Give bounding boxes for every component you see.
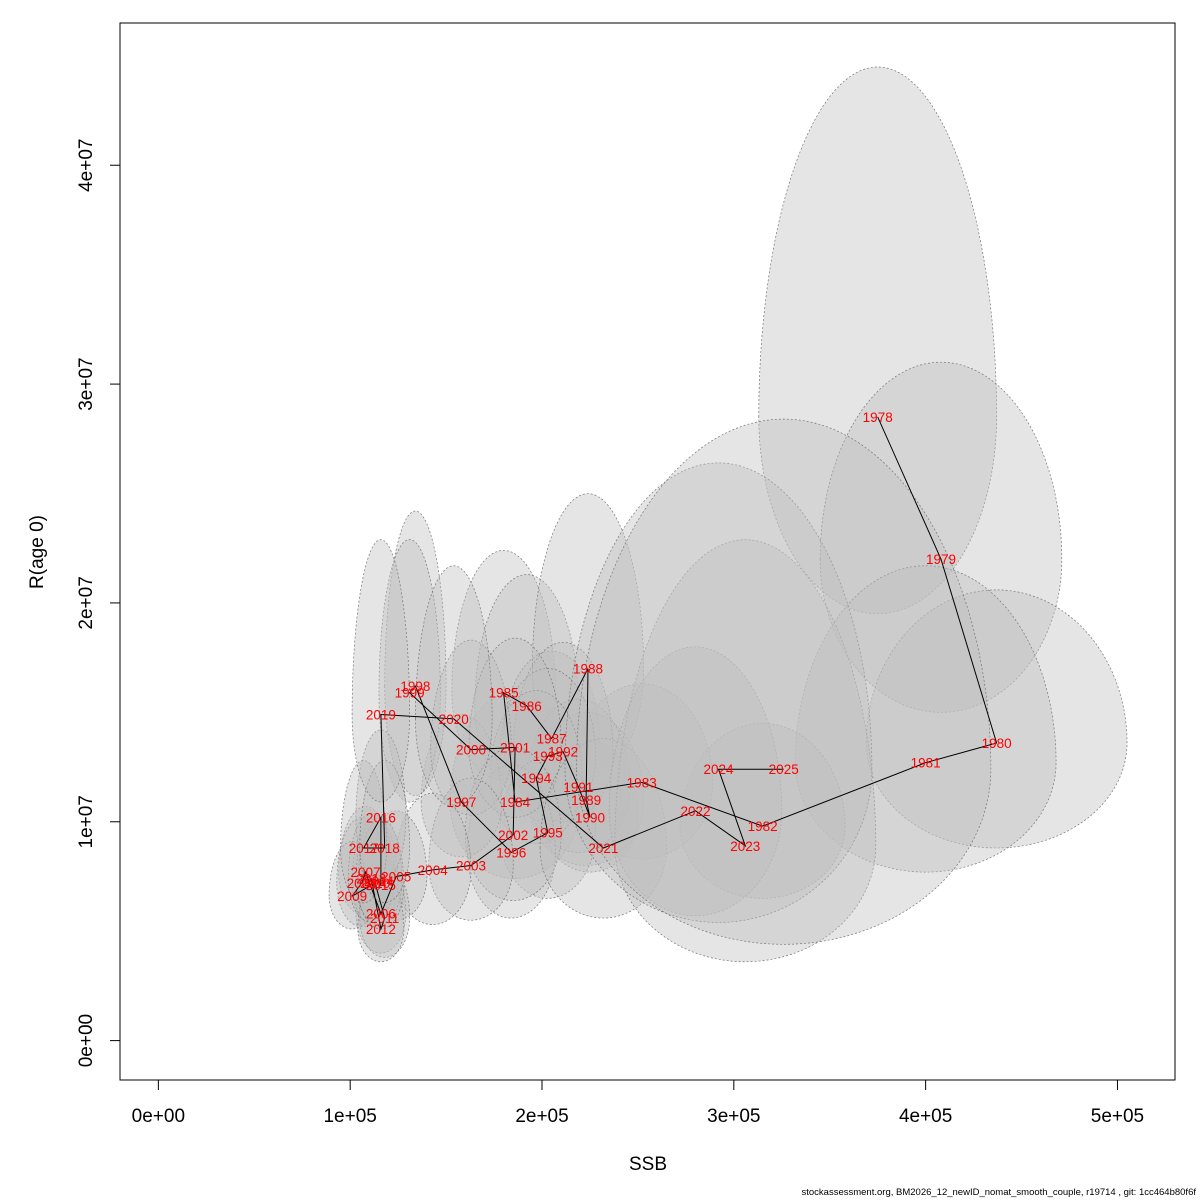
- year-label-2004: 2004: [418, 863, 449, 878]
- year-label-2020: 2020: [439, 712, 469, 727]
- year-label-2000: 2000: [456, 743, 486, 758]
- confidence-ellipse-1987: [503, 650, 600, 805]
- y-tick-label: 1e+07: [76, 795, 97, 848]
- year-label-2016: 2016: [366, 810, 396, 825]
- year-label-1990: 1990: [575, 810, 605, 825]
- year-label-1993: 1993: [533, 749, 563, 764]
- year-label-2012: 2012: [366, 922, 396, 937]
- confidence-ellipse-1994: [489, 690, 583, 844]
- year-label-1989: 1989: [571, 793, 601, 808]
- confidence-ellipse-1979: [819, 361, 1063, 713]
- y-tick-label: 0e+00: [76, 1014, 97, 1067]
- year-label-2024: 2024: [703, 762, 734, 777]
- confidence-ellipse-2017: [340, 760, 387, 903]
- confidence-ellipse-1993: [499, 668, 597, 823]
- year-label-2003: 2003: [456, 859, 486, 874]
- confidence-ellipse-1981: [794, 566, 1057, 872]
- year-label-1999: 1999: [395, 686, 425, 701]
- year-label-2025: 2025: [769, 762, 799, 777]
- year-label-1980: 1980: [982, 736, 1012, 751]
- year-label-2006: 2006: [366, 907, 396, 922]
- confidence-ellipse-2020: [415, 565, 493, 807]
- year-label-1979: 1979: [926, 552, 956, 567]
- x-axis-title: SSB: [629, 1154, 667, 1175]
- year-label-1991: 1991: [563, 780, 593, 795]
- y-tick-label: 4e+07: [76, 139, 97, 192]
- year-label-2017: 2017: [349, 841, 379, 856]
- confidence-ellipse-2019: [351, 539, 410, 803]
- confidence-ellipse-2008: [336, 817, 387, 927]
- confidence-ellipse-2003: [428, 777, 514, 921]
- x-tick-label: 0e+00: [132, 1106, 185, 1127]
- confidence-ellipse-1990: [541, 740, 639, 873]
- year-label-2001: 2001: [500, 740, 530, 755]
- confidence-ellipse-2025: [576, 418, 992, 945]
- x-tick-label: 4e+05: [899, 1106, 952, 1127]
- year-label-2021: 2021: [588, 841, 618, 856]
- confidence-ellipse-1995: [499, 755, 597, 899]
- year-label-2005: 2005: [381, 870, 411, 885]
- x-tick-label: 3e+05: [707, 1106, 760, 1127]
- year-label-2008: 2008: [347, 876, 377, 891]
- year-label-1984: 1984: [500, 795, 531, 810]
- year-label-1994: 1994: [521, 771, 552, 786]
- year-label-1987: 1987: [537, 732, 567, 747]
- year-label-1983: 1983: [627, 775, 657, 790]
- x-tick-label: 2e+05: [515, 1106, 568, 1127]
- confidence-ellipse-2013: [347, 813, 395, 923]
- confidence-ellipse-2024: [564, 463, 873, 923]
- year-label-2023: 2023: [730, 839, 760, 854]
- year-label-2011: 2011: [370, 911, 399, 926]
- confidence-ellipses: [328, 66, 1128, 963]
- y-axis-title: R(age 0): [27, 515, 48, 589]
- y-tick-label: 2e+07: [76, 576, 97, 629]
- year-label-1995: 1995: [533, 826, 563, 841]
- confidence-ellipse-2016: [355, 729, 407, 884]
- footer-caption: stockassessment.org, BM2026_12_newID_nom…: [801, 1187, 1197, 1198]
- confidence-ellipse-2004: [393, 793, 472, 925]
- year-label-1997: 1997: [446, 795, 476, 810]
- x-tick-label: 5e+05: [1091, 1106, 1144, 1127]
- confidence-ellipse-1983: [570, 683, 714, 860]
- year-label-1981: 1981: [911, 756, 941, 771]
- year-label-2015: 2015: [366, 878, 396, 893]
- trajectory-line: [351, 416, 998, 931]
- year-label-2018: 2018: [370, 841, 400, 856]
- y-axis: 0e+00 1e+07 2e+07 3e+07 4e+07: [76, 139, 121, 1067]
- year-label-2009: 2009: [337, 889, 367, 904]
- confidence-ellipse-1980: [865, 589, 1128, 849]
- year-label-2013: 2013: [356, 872, 386, 887]
- x-tick-label: 1e+05: [323, 1106, 376, 1127]
- confidence-ellipse-2014: [355, 814, 403, 925]
- confidence-ellipse-1985: [451, 550, 556, 781]
- confidence-ellipse-2023: [614, 539, 877, 963]
- y-tick-label: 3e+07: [76, 357, 97, 410]
- x-axis: 0e+00 1e+05 2e+05 3e+05 4e+05 5e+05: [132, 1079, 1144, 1127]
- year-label-2010: 2010: [360, 876, 390, 891]
- year-label-1978: 1978: [863, 410, 893, 425]
- confidence-ellipse-1982: [679, 723, 846, 899]
- year-label-1986: 1986: [512, 699, 542, 714]
- year-label-2022: 2022: [680, 804, 710, 819]
- year-label-1992: 1992: [548, 745, 578, 760]
- year-label-1982: 1982: [748, 819, 778, 834]
- year-label-1985: 1985: [489, 686, 519, 701]
- year-label-2002: 2002: [498, 828, 528, 843]
- year-label-2007: 2007: [350, 865, 380, 880]
- year-label-1988: 1988: [573, 662, 603, 677]
- confidence-ellipse-2011: [359, 863, 410, 958]
- confidence-ellipse-1978: [758, 66, 997, 615]
- year-label-1998: 1998: [400, 679, 430, 694]
- year-label-1996: 1996: [496, 845, 526, 860]
- year-label-2019: 2019: [366, 708, 396, 723]
- year-label-2014: 2014: [364, 874, 395, 889]
- confidence-ellipse-1999: [378, 539, 441, 802]
